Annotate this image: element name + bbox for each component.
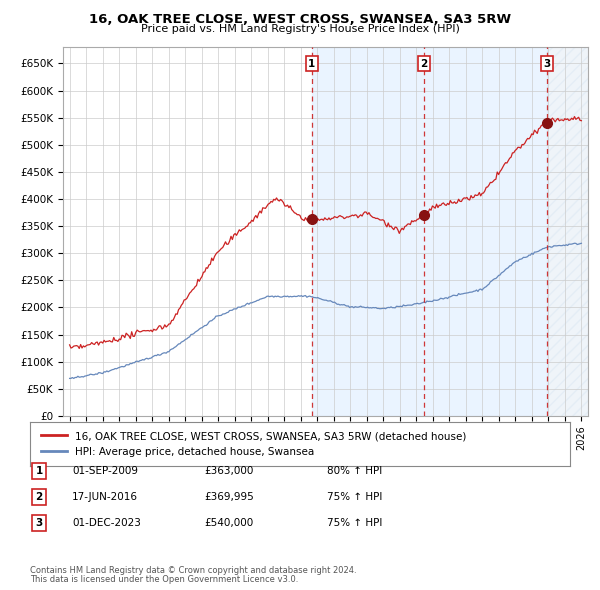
Text: £540,000: £540,000 — [204, 518, 253, 527]
Text: £363,000: £363,000 — [204, 466, 253, 476]
Bar — [312, 47, 547, 416]
Text: Contains HM Land Registry data © Crown copyright and database right 2024.: Contains HM Land Registry data © Crown c… — [30, 566, 356, 575]
Text: 2: 2 — [35, 492, 43, 502]
Text: 17-JUN-2016: 17-JUN-2016 — [72, 492, 138, 502]
Text: 01-DEC-2023: 01-DEC-2023 — [72, 518, 141, 527]
Text: This data is licensed under the Open Government Licence v3.0.: This data is licensed under the Open Gov… — [30, 575, 298, 584]
Text: 75% ↑ HPI: 75% ↑ HPI — [327, 492, 382, 502]
Text: 75% ↑ HPI: 75% ↑ HPI — [327, 518, 382, 527]
Text: 16, OAK TREE CLOSE, WEST CROSS, SWANSEA, SA3 5RW: 16, OAK TREE CLOSE, WEST CROSS, SWANSEA,… — [89, 13, 511, 26]
Text: 3: 3 — [544, 59, 551, 69]
Bar — [547, 47, 596, 416]
Text: Price paid vs. HM Land Registry's House Price Index (HPI): Price paid vs. HM Land Registry's House … — [140, 24, 460, 34]
Text: 2: 2 — [420, 59, 428, 69]
Text: £369,995: £369,995 — [204, 492, 254, 502]
Legend: 16, OAK TREE CLOSE, WEST CROSS, SWANSEA, SA3 5RW (detached house), HPI: Average : 16, OAK TREE CLOSE, WEST CROSS, SWANSEA,… — [41, 431, 466, 457]
Text: 1: 1 — [308, 59, 316, 69]
Text: 80% ↑ HPI: 80% ↑ HPI — [327, 466, 382, 476]
Text: 1: 1 — [35, 466, 43, 476]
Text: 01-SEP-2009: 01-SEP-2009 — [72, 466, 138, 476]
Text: 3: 3 — [35, 518, 43, 527]
